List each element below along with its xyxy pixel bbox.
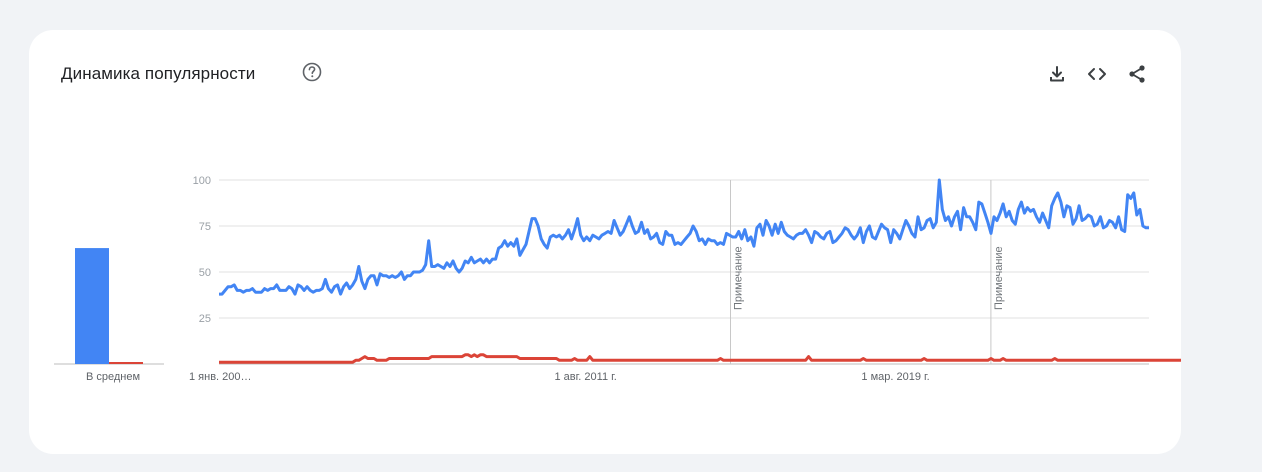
annotation-label: Примечание (733, 246, 745, 310)
avg-category-label: В среднем (86, 371, 140, 383)
interest-over-time-card: Динамика популярности 25 50 75 100 Примечани… (29, 30, 1181, 454)
embed-code-icon[interactable] (1086, 63, 1108, 85)
y-tick-label: 50 (199, 267, 211, 279)
y-tick-label: 25 (199, 313, 211, 325)
series-line-1 (219, 178, 1149, 296)
annotation-label: Примечание (993, 246, 1005, 310)
y-tick-label: 75 (199, 221, 211, 233)
avg-bar-2 (109, 362, 143, 364)
x-tick-label: 1 авг. 2011 г. (555, 371, 617, 383)
chart-area: 25 50 75 100 Примечание Примечание 1 янв. 200…… (54, 175, 1181, 383)
help-circle-icon[interactable] (302, 62, 322, 82)
share-icon[interactable] (1126, 63, 1148, 85)
series-line-2 (219, 353, 1181, 364)
avg-bar-1 (75, 248, 109, 364)
card-title: Динамика популярности (61, 64, 256, 83)
y-tick-label: 100 (193, 175, 211, 187)
download-icon[interactable] (1046, 63, 1068, 85)
x-tick-label: 1 мар. 2019 г. (861, 371, 929, 383)
x-tick-label: 1 янв. 200… (189, 371, 252, 383)
